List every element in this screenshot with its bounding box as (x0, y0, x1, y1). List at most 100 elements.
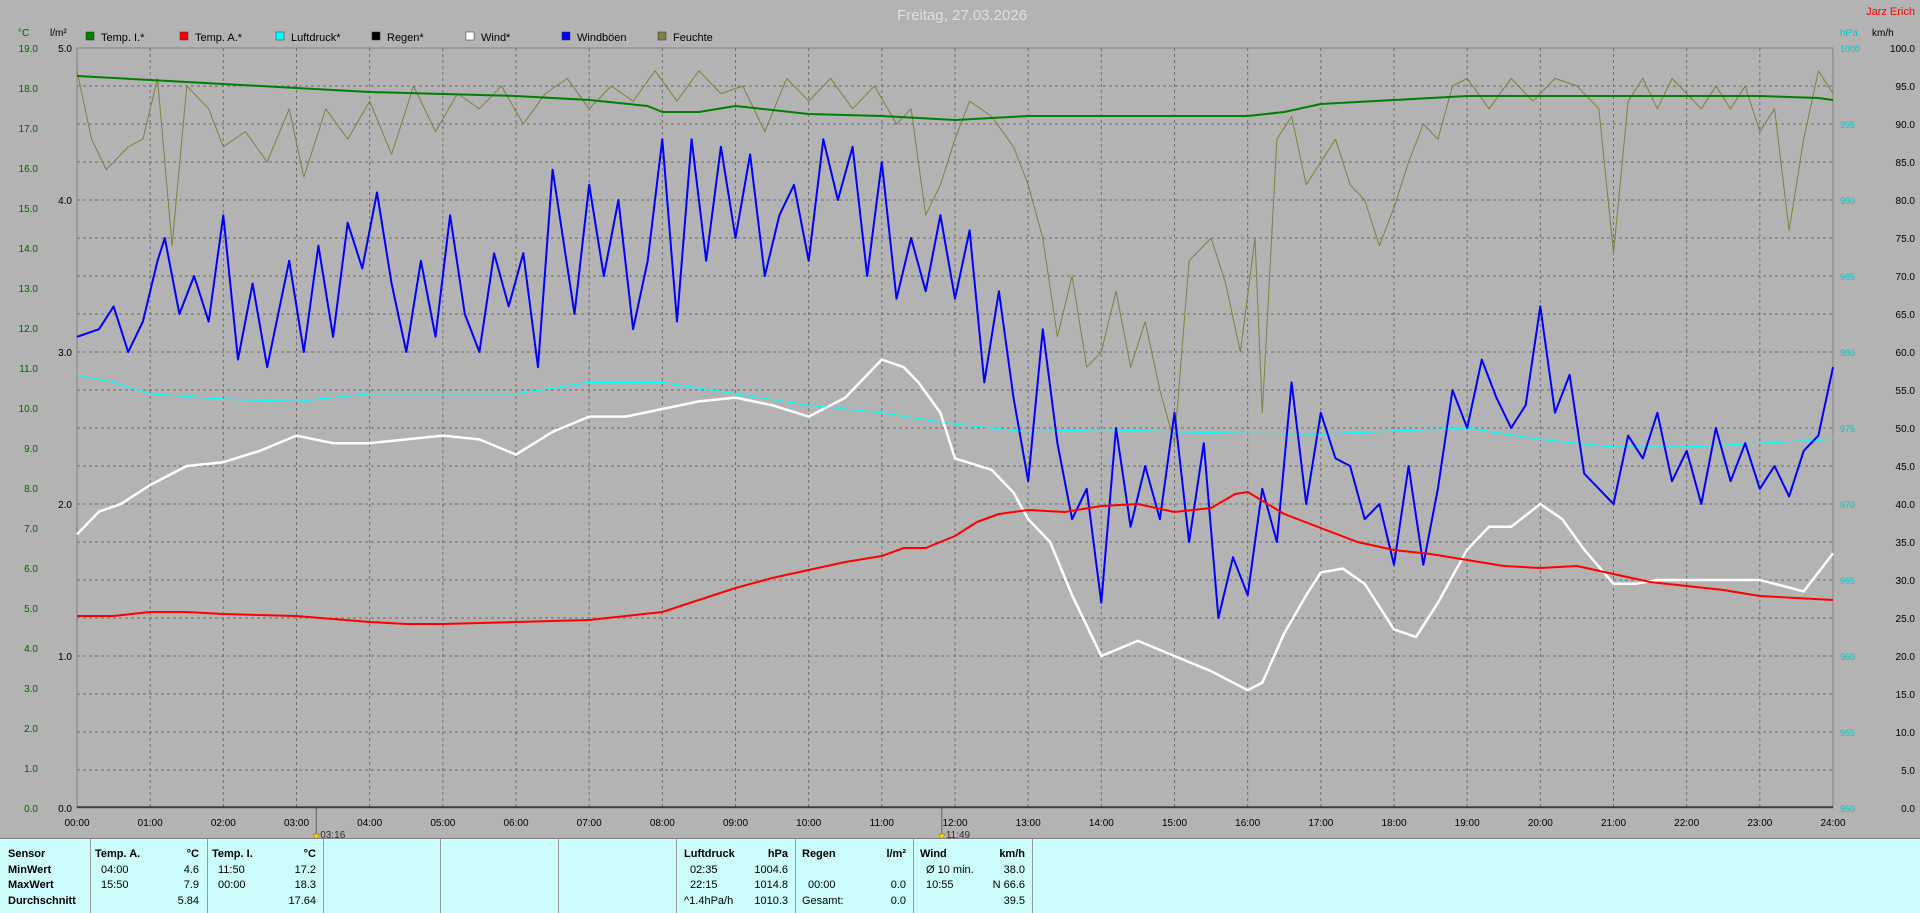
wind-avg10-label: Ø 10 min. (926, 863, 974, 876)
row-label-max: MaxWert (8, 879, 54, 891)
temp-a-max-time: 15:50 (101, 879, 129, 891)
wind-tick-label: 30.0 (1896, 576, 1916, 587)
wind-avg: 39.5 (1003, 894, 1025, 907)
pressure-tick-label: 990 (1840, 196, 1855, 206)
legend-swatch (561, 31, 571, 41)
temp-a-max: 7.9 (183, 879, 199, 891)
legend-label: Feuchte (673, 32, 713, 44)
time-markers: 03:16 11:49 (312, 808, 971, 838)
wind-tick-label: 90.0 (1896, 120, 1916, 131)
x-tick-label: 03:00 (284, 818, 309, 829)
pressure-times: Luftdruck 02:35 22:15 ^1.4hPa/h (684, 847, 735, 909)
wind-tick-label: 25.0 (1896, 614, 1916, 625)
pressure-unit-label: hPa (1840, 28, 1858, 39)
x-tick-label: 24:00 (1820, 818, 1845, 829)
rain-total: 0.0 (890, 894, 906, 907)
temp-tick-label: 7.0 (24, 524, 38, 535)
rain-values: l/m² 0.0 0.0 (866, 847, 906, 909)
wind-tick-label: 20.0 (1896, 652, 1916, 663)
legend-swatch (275, 31, 285, 41)
temp-tick-label: 6.0 (24, 564, 38, 575)
rain-unit-label: l/m² (50, 28, 67, 39)
temp-i-max: 18.3 (294, 879, 316, 891)
legend-label: Luftdruck* (291, 32, 341, 44)
legend-label: Temp. I.* (101, 32, 145, 44)
temp-tick-label: 5.0 (24, 604, 38, 615)
pressure-avg: 1010.3 (754, 894, 788, 907)
x-tick-label: 15:00 (1162, 818, 1187, 829)
x-tick-label: 10:00 (796, 818, 821, 829)
x-tick-label: 18:00 (1381, 818, 1406, 829)
series-line-luftdruck (76, 374, 1834, 448)
wind-unit: km/h (999, 848, 1025, 860)
temp-tick-label: 12.0 (19, 324, 39, 335)
chart-title: Freitag, 27.03.2026 (897, 7, 1027, 24)
pressure-min: 1004.6 (754, 863, 788, 876)
rain-unit: l/m² (886, 848, 906, 860)
legend-swatch (371, 31, 381, 41)
author-label: Jarz Erich (1866, 6, 1915, 18)
series-line-feuchte (76, 70, 1834, 444)
row-label-sensor: Sensor (8, 848, 46, 860)
legend-swatch (179, 31, 189, 41)
temp-tick-label: 16.0 (19, 164, 39, 175)
legend-label: Windböen (577, 32, 627, 44)
wind-header: Wind (920, 848, 947, 860)
rain-tick-label: 5.0 (58, 44, 72, 55)
wind-avg10: 38.0 (1003, 863, 1025, 876)
temp-tick-label: 13.0 (19, 284, 39, 295)
x-tick-label: 14:00 (1089, 818, 1114, 829)
wind-tick-label: 0.0 (1901, 804, 1915, 815)
temp-i-min-time: 11:50 (218, 863, 245, 876)
wind-tick-label: 40.0 (1896, 500, 1916, 511)
temp-tick-label: 11.0 (19, 364, 38, 375)
temp-tick-label: 0.0 (24, 804, 38, 815)
temp-i-times: Temp. I. 11:50 00:00 (212, 847, 253, 894)
temp-a-values: °C 4.6 7.9 5.84 (165, 847, 199, 909)
wind-times: Wind Ø 10 min. 10:55 (920, 847, 974, 894)
time-marker-label: 11:49 (946, 830, 971, 838)
pressure-min-time: 02:35 (690, 863, 718, 876)
rain-tick-label: 1.0 (58, 652, 72, 663)
pressure-trend: ^1.4hPa/h (684, 894, 734, 907)
row-label-min: MinWert (8, 863, 52, 876)
rain-tick-label: 2.0 (58, 500, 72, 511)
x-tick-label: 17:00 (1308, 818, 1333, 829)
temp-tick-label: 10.0 (19, 404, 39, 415)
temp-tick-label: 2.0 (24, 724, 38, 735)
pressure-max-time: 22:15 (690, 879, 718, 891)
legend-label: Temp. A.* (195, 32, 243, 44)
wind-tick-label: 60.0 (1896, 348, 1916, 359)
temp-i-values: °C 17.2 18.3 17.64 (278, 847, 316, 909)
series-line-temp-i (76, 75, 1834, 121)
temp-tick-label: 4.0 (24, 644, 38, 655)
pressure-tick-label: 985 (1840, 272, 1855, 282)
temp-tick-label: 19.0 (19, 44, 39, 55)
row-label-avg: Durchschnitt (8, 894, 76, 907)
wind-tick-label: 45.0 (1896, 462, 1916, 473)
temp-tick-label: 18.0 (19, 84, 39, 95)
x-tick-label: 13:00 (1016, 818, 1041, 829)
x-tick-label: 01:00 (138, 818, 163, 829)
rain-header: Regen (802, 848, 836, 860)
x-tick-label: 20:00 (1528, 818, 1553, 829)
temp-tick-label: 3.0 (24, 684, 38, 695)
x-tick-label: 11:00 (870, 818, 895, 829)
temp-tick-label: 1.0 (24, 764, 38, 775)
row-labels: Sensor MinWert MaxWert Durchschnitt (8, 847, 76, 909)
temp-i-header: Temp. I. (212, 848, 253, 860)
rain-max: 0.0 (890, 879, 906, 891)
wind-tick-label: 10.0 (1896, 728, 1916, 739)
wind-tick-label: 80.0 (1896, 196, 1916, 207)
x-tick-label: 19:00 (1455, 818, 1480, 829)
temp-i-unit: °C (303, 848, 316, 860)
wind-tick-label: 100.0 (1890, 44, 1915, 55)
sunrise-icon (312, 833, 320, 838)
series-line-windböen (76, 138, 1834, 619)
temp-tick-label: 9.0 (24, 444, 38, 455)
wind-max: N 66.6 (992, 879, 1025, 891)
wind-tick-label: 75.0 (1896, 234, 1916, 245)
temp-i-min: 17.2 (294, 863, 316, 876)
x-tick-label: 21:00 (1601, 818, 1626, 829)
pressure-tick-label: 965 (1840, 576, 1855, 586)
